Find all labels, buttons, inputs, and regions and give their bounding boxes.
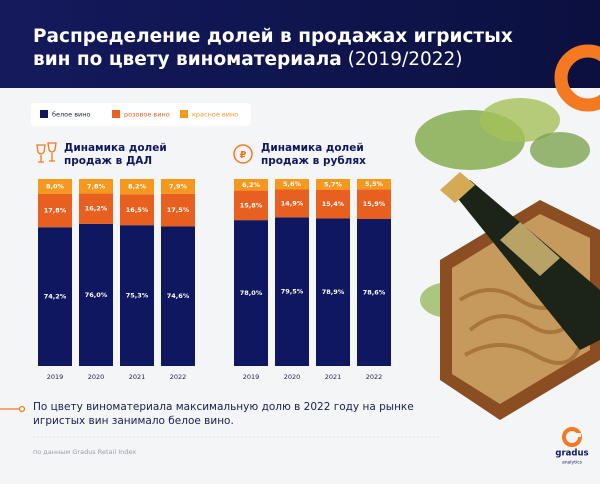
bar-segment [79,223,113,366]
x-tick-label: 2021 [325,373,342,381]
value-label: 6,2% [242,181,261,189]
title-suffix: (2019/2022) [348,49,463,70]
bar-segment [38,179,72,194]
x-tick-label: 2020 [284,373,301,381]
bar-segment [316,218,350,366]
value-label: 7,8% [87,182,106,190]
value-label: 78,0% [240,289,263,297]
glass-icon [36,142,57,163]
bar-segment [38,193,72,228]
value-label: 17,5% [167,206,190,214]
title-line: Распределение долей в продажах игристых [33,26,513,47]
bar-segment [234,190,268,221]
value-label: 78,9% [322,288,345,296]
title-line-2: вин по цвету виноматериала (2019/2022) [33,49,463,70]
title-line: вин по цвету виноматериала [33,49,342,70]
logo-name: gradus [555,449,588,459]
x-tick-label: 2020 [88,373,105,381]
value-label: 16,2% [85,205,108,213]
legend-swatch [112,110,120,118]
x-tick-label: 2022 [366,373,383,381]
value-label: 15,4% [322,200,345,208]
bar-segment [120,179,154,195]
value-label: 17,8% [44,207,67,215]
chart-title: Динамика долей [64,142,167,154]
chart-title: продаж в ДАЛ [64,155,152,167]
value-label: 8,0% [46,182,65,190]
svg-text:₽: ₽ [240,150,247,161]
value-label: 78,6% [363,289,386,297]
legend-label: красное вино [192,111,238,119]
x-tick-label: 2021 [129,373,146,381]
logo-sub: analytics [562,460,583,466]
bar-segment [120,225,154,366]
bar-segment [316,179,350,190]
bar-segment [161,179,195,194]
legend-label: розовое вино [124,111,170,119]
bar-segment [275,189,309,218]
bar-segment [275,217,309,366]
value-label: 15,8% [240,201,263,209]
accent-ring [554,44,600,112]
value-label: 5,6% [283,180,302,188]
chart-title: продаж в рублях [261,155,366,167]
bar-segment [357,219,391,366]
bar-segment [357,179,391,190]
coin-icon: ₽ [233,144,253,164]
photo [415,98,600,420]
legend-swatch [40,110,48,118]
value-label: 74,6% [167,292,190,300]
value-label: 5,7% [324,180,343,188]
bar-segment [161,193,195,227]
bar-segment [161,226,195,366]
value-label: 76,0% [85,291,108,299]
bar-segment [357,189,391,220]
x-tick-label: 2019 [243,373,260,381]
logo [562,427,582,447]
legend-box [31,103,251,126]
note-dot [18,405,26,413]
bar-segment [275,179,309,190]
chart-title: Динамика долей [261,142,364,154]
value-label: 5,5% [365,180,384,188]
x-tick-label: 2019 [47,373,64,381]
header-band [0,0,600,88]
value-label: 15,9% [363,200,386,208]
bar-segment [316,189,350,219]
value-label: 8,2% [128,183,147,191]
bar-segment [234,220,268,366]
source: по данным Gradus Retail Index [33,448,136,456]
bar-segment [234,179,268,191]
bar-segment [38,227,72,366]
note: По цвету виноматериала максимальную долю… [33,401,414,427]
legend-label: белое вино [52,111,91,119]
legend-swatch [180,110,188,118]
value-label: 74,2% [44,293,67,301]
bar-segment [120,194,154,226]
value-label: 79,5% [281,288,304,296]
x-tick-label: 2022 [170,373,187,381]
value-label: 75,3% [126,292,149,300]
value-label: 7,9% [169,182,188,190]
bar-segment [79,193,113,224]
value-label: 16,5% [126,206,149,214]
value-label: 14,9% [281,199,304,207]
bar-segment [79,179,113,194]
